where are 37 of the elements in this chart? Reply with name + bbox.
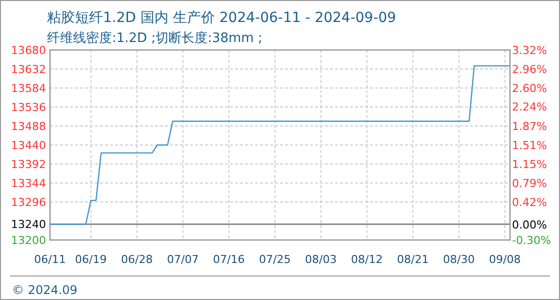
y2-tick-label: 1.87% [512, 120, 547, 134]
y2-tick-label: 1.15% [512, 158, 547, 171]
x-tick-label: 08/30 [443, 253, 475, 266]
y2-tick-label: 3.32% [512, 44, 547, 57]
y2-tick-label: -0.30% [512, 234, 551, 247]
x-tick-label: 09/08 [489, 253, 521, 266]
x-tick-label: 07/25 [259, 253, 291, 266]
y2-tick-label: 1.51% [512, 139, 547, 152]
y2-tick-label: 0.42% [512, 196, 547, 210]
y-tick-label: 13296 [11, 196, 46, 209]
x-tick-label: 08/21 [397, 253, 429, 266]
y-tick-label: 13536 [11, 101, 46, 114]
y-tick-label: 13392 [11, 158, 46, 171]
x-tick-label: 08/12 [351, 253, 383, 266]
x-tick-label: 06/28 [121, 253, 153, 266]
y-tick-label: 13488 [11, 120, 46, 133]
y-tick-label: 13680 [11, 44, 46, 57]
x-tick-label: 08/03 [305, 253, 337, 266]
y-tick-label: 13200 [11, 234, 46, 247]
y-tick-label: 13344 [11, 177, 46, 190]
y-tick-label: 13240 [11, 218, 46, 232]
x-tick-label: 07/07 [167, 253, 199, 266]
chart-title: 粘胶短纤1.2D 国内 生产价 2024-06-11 - 2024-09-09 [47, 10, 396, 26]
y-tick-label: 13584 [11, 82, 46, 95]
line-series [49, 65, 511, 225]
chart-subtitle: 纤维线密度:1.2D ;切断长度:38mm ; [47, 30, 262, 46]
x-tick-label: 07/16 [213, 253, 245, 266]
y2-tick-label: 2.60% [512, 82, 547, 95]
y-tick-label: 13632 [11, 63, 46, 76]
x-tick-label: 06/19 [75, 253, 107, 266]
y-tick-label: 13440 [11, 139, 46, 152]
y2-tick-label: 0.79% [512, 176, 547, 190]
text: © 2024.09 [12, 283, 78, 297]
y2-tick-label: 2.96% [512, 62, 547, 76]
y2-tick-label: 0.00% [512, 218, 547, 232]
y2-tick-label: 2.24% [512, 100, 547, 114]
x-tick-label: 06/11 [34, 253, 66, 266]
